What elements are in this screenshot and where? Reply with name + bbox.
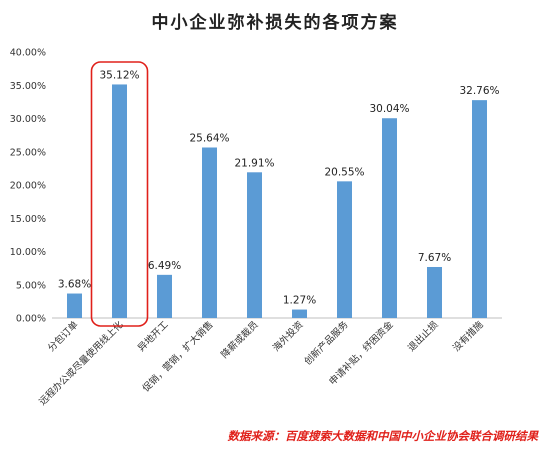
data-label: 30.04% bbox=[369, 103, 409, 115]
bar bbox=[472, 100, 487, 319]
y-tick-label: 10.00% bbox=[10, 247, 46, 258]
category-label: 远程办公或尽量使用线上化 bbox=[37, 318, 126, 407]
source-note: 数据来源：百度搜索大数据和中国中小企业协会联合调研结果 bbox=[227, 429, 539, 443]
bar bbox=[292, 309, 307, 318]
y-tick-label: 25.00% bbox=[10, 147, 46, 158]
bar bbox=[112, 84, 127, 319]
data-label: 1.27% bbox=[283, 295, 316, 307]
data-label: 3.68% bbox=[58, 279, 91, 291]
y-tick-label: 0.00% bbox=[16, 314, 46, 325]
data-label: 32.76% bbox=[459, 85, 499, 97]
bar bbox=[202, 147, 217, 318]
y-tick-label: 5.00% bbox=[16, 280, 46, 291]
y-tick-label: 20.00% bbox=[10, 181, 46, 192]
bar bbox=[247, 172, 262, 318]
chart-title: 中小企业弥补损失的各项方案 bbox=[151, 13, 399, 33]
y-tick-label: 30.00% bbox=[10, 114, 46, 125]
bar bbox=[157, 274, 172, 318]
data-label: 25.64% bbox=[189, 132, 229, 144]
y-tick-label: 15.00% bbox=[10, 214, 46, 225]
category-label: 退出止损 bbox=[405, 318, 441, 354]
data-label: 21.91% bbox=[234, 157, 274, 169]
category-label: 降薪或裁员 bbox=[219, 319, 261, 361]
category-label: 创新产品服务 bbox=[302, 318, 351, 367]
data-label: 20.55% bbox=[324, 166, 364, 178]
bar bbox=[337, 181, 352, 318]
data-label: 35.12% bbox=[99, 69, 139, 81]
y-tick-label: 40.00% bbox=[10, 48, 46, 59]
category-label: 分包订单 bbox=[45, 318, 81, 354]
y-tick-label: 35.00% bbox=[10, 81, 46, 92]
category-label: 异地开工 bbox=[135, 318, 171, 354]
category-label: 没有措施 bbox=[450, 318, 486, 354]
bar bbox=[382, 118, 397, 318]
bar bbox=[427, 266, 442, 318]
data-label: 6.49% bbox=[148, 260, 181, 272]
data-label: 7.67% bbox=[418, 252, 451, 264]
category-label: 海外投资 bbox=[270, 318, 306, 354]
highlight-box bbox=[90, 61, 149, 327]
bar bbox=[67, 293, 82, 318]
